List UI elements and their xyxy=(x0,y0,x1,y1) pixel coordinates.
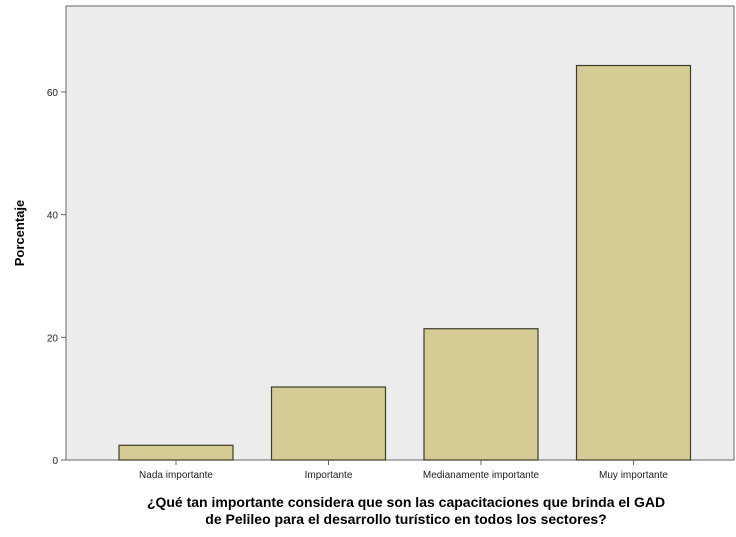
x-category-label: Muy importante xyxy=(599,470,668,481)
x-category-label: Medianamente importante xyxy=(423,470,540,481)
y-axis-title: Porcentaje xyxy=(12,200,27,266)
bars-group xyxy=(118,64,692,461)
x-category-label: Importante xyxy=(305,470,353,481)
y-tick-label: 40 xyxy=(47,211,59,222)
x-axis-title-line-2: de Pelileo para el desarrollo turístico … xyxy=(205,511,606,527)
bar xyxy=(575,64,692,461)
y-tick-label: 60 xyxy=(47,88,59,99)
x-category-label: Nada importante xyxy=(139,470,213,481)
y-tick-label: 0 xyxy=(52,456,58,467)
x-axis-title-line-1: ¿Qué tan importante considera que son la… xyxy=(147,494,665,510)
bar xyxy=(118,444,234,461)
y-axis-ticks: 0 20 40 60 xyxy=(47,88,66,467)
y-tick-label: 20 xyxy=(47,333,59,344)
bar xyxy=(423,328,539,461)
x-axis-ticks: Nada importante Importante Medianamente im… xyxy=(139,460,668,481)
bar xyxy=(270,386,387,461)
